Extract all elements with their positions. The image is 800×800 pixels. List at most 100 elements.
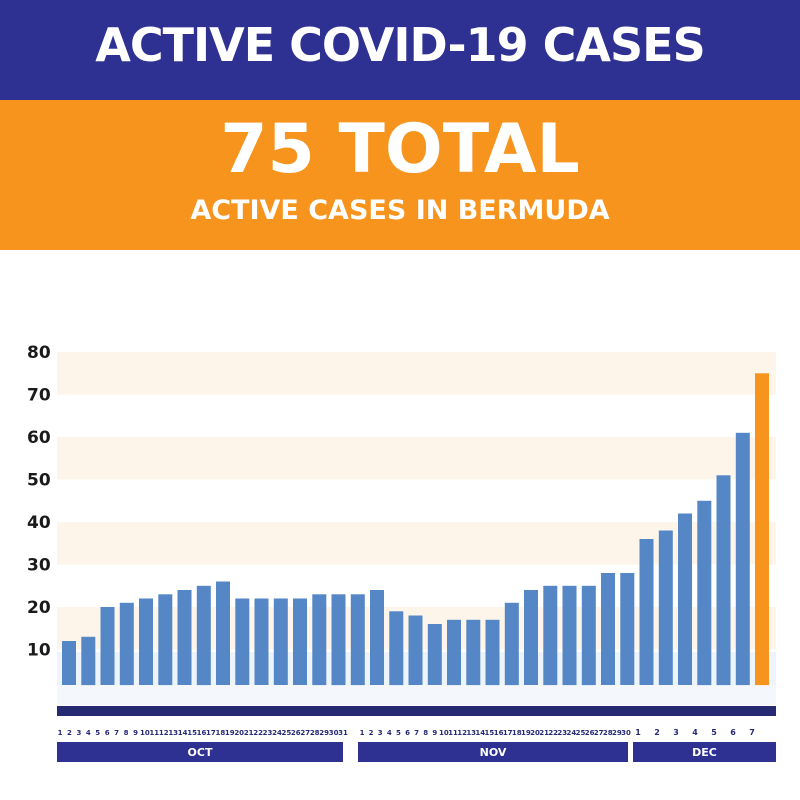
bar <box>697 500 712 686</box>
bar <box>427 624 442 685</box>
bar <box>581 585 596 686</box>
x-tick-label: 19 <box>225 729 235 737</box>
bar <box>620 573 635 685</box>
bar <box>139 598 153 685</box>
x-tick-label: 16 <box>197 729 207 737</box>
background-band <box>57 352 776 395</box>
bar <box>755 373 769 686</box>
x-tick-label: 16 <box>494 729 504 737</box>
x-tick-label: 30 <box>621 729 631 737</box>
x-tick-label: 21 <box>244 729 254 737</box>
background-band <box>57 437 776 480</box>
background-band <box>57 522 776 565</box>
bar <box>639 539 654 685</box>
month-label: DEC <box>692 746 717 759</box>
bar <box>716 475 731 686</box>
bar <box>312 594 327 686</box>
x-tick-label: 2 <box>67 729 72 737</box>
x-tick-label: 4 <box>387 729 392 737</box>
x-axis-bar <box>57 706 776 716</box>
x-tick-label: 26 <box>291 729 301 737</box>
bar <box>485 619 500 686</box>
x-tick-label: 20 <box>234 729 244 737</box>
header-bar <box>0 0 800 100</box>
bar <box>254 598 269 685</box>
x-tick-label: 9 <box>432 729 437 737</box>
month-band <box>358 742 628 762</box>
x-tick-label: 27 <box>594 729 604 737</box>
x-tick-label: 22 <box>253 729 263 737</box>
x-tick-label: 1 <box>360 729 365 737</box>
month-label: OCT <box>188 746 213 759</box>
x-tick-label: 5 <box>396 729 401 737</box>
x-tick-label: 26 <box>585 729 595 737</box>
x-tick-label: 15 <box>187 729 197 737</box>
x-tick-label: 23 <box>557 729 567 737</box>
x-tick-label: 29 <box>612 729 622 737</box>
x-tick-label: 6 <box>730 728 736 737</box>
bar <box>273 598 288 685</box>
x-tick-label: 17 <box>206 729 216 737</box>
bar <box>658 530 673 685</box>
x-tick-label: 30 <box>329 729 339 737</box>
x-tick-label: 6 <box>405 729 410 737</box>
bar <box>389 611 404 686</box>
x-tick-label: 12 <box>159 729 169 737</box>
total-subtitle: ACTIVE CASES IN BERMUDA <box>190 195 610 226</box>
x-tick-label: 1 <box>58 729 63 737</box>
bar <box>119 602 134 686</box>
x-tick-label: 9 <box>133 729 138 737</box>
x-tick-label: 11 <box>448 729 458 737</box>
y-tick-label: 70 <box>27 386 51 406</box>
x-tick-label: 13 <box>466 729 476 737</box>
x-tick-label: 18 <box>512 729 522 737</box>
x-tick-label: 25 <box>576 729 586 737</box>
background-band <box>57 685 776 705</box>
x-tick-label: 12 <box>457 729 467 737</box>
bar <box>158 594 173 686</box>
x-tick-label: 7 <box>414 729 419 737</box>
x-tick-label: 5 <box>95 729 100 737</box>
x-tick-label: 8 <box>124 729 129 737</box>
x-tick-label: 29 <box>319 729 329 737</box>
month-band <box>57 742 343 762</box>
bar <box>177 590 192 685</box>
x-tick-label: 8 <box>423 729 428 737</box>
bar <box>81 636 96 686</box>
x-tick-label: 24 <box>567 729 577 737</box>
bar <box>350 594 365 686</box>
y-tick-label: 20 <box>27 598 51 618</box>
page-title: ACTIVE COVID-19 CASES <box>95 18 705 72</box>
bar <box>504 602 519 686</box>
bar <box>447 619 461 686</box>
bar <box>196 585 211 686</box>
x-tick-label: 18 <box>216 729 226 737</box>
y-tick-label: 10 <box>27 641 51 661</box>
x-tick-label: 21 <box>539 729 549 737</box>
bar <box>543 585 558 686</box>
x-tick-label: 3 <box>378 729 383 737</box>
x-tick-label: 11 <box>149 729 159 737</box>
x-tick-label: 10 <box>439 729 449 737</box>
y-tick-label: 80 <box>27 343 51 363</box>
x-tick-label: 25 <box>282 729 292 737</box>
x-tick-label: 10 <box>140 729 150 737</box>
x-tick-label: 2 <box>369 729 374 737</box>
y-tick-label: 50 <box>27 471 51 491</box>
month-label: NOV <box>480 746 507 759</box>
y-tick-label: 40 <box>27 513 51 533</box>
bar <box>408 615 423 685</box>
month-band <box>633 742 776 762</box>
x-tick-label: 23 <box>263 729 273 737</box>
bar <box>562 585 577 686</box>
x-tick-label: 5 <box>711 728 717 737</box>
total-banner <box>0 100 800 250</box>
x-tick-label: 28 <box>603 729 613 737</box>
x-tick-label: 15 <box>485 729 495 737</box>
bar <box>524 590 538 685</box>
x-tick-label: 31 <box>338 729 348 737</box>
x-tick-label: 6 <box>105 729 110 737</box>
bar <box>466 619 481 686</box>
x-tick-label: 19 <box>521 729 531 737</box>
